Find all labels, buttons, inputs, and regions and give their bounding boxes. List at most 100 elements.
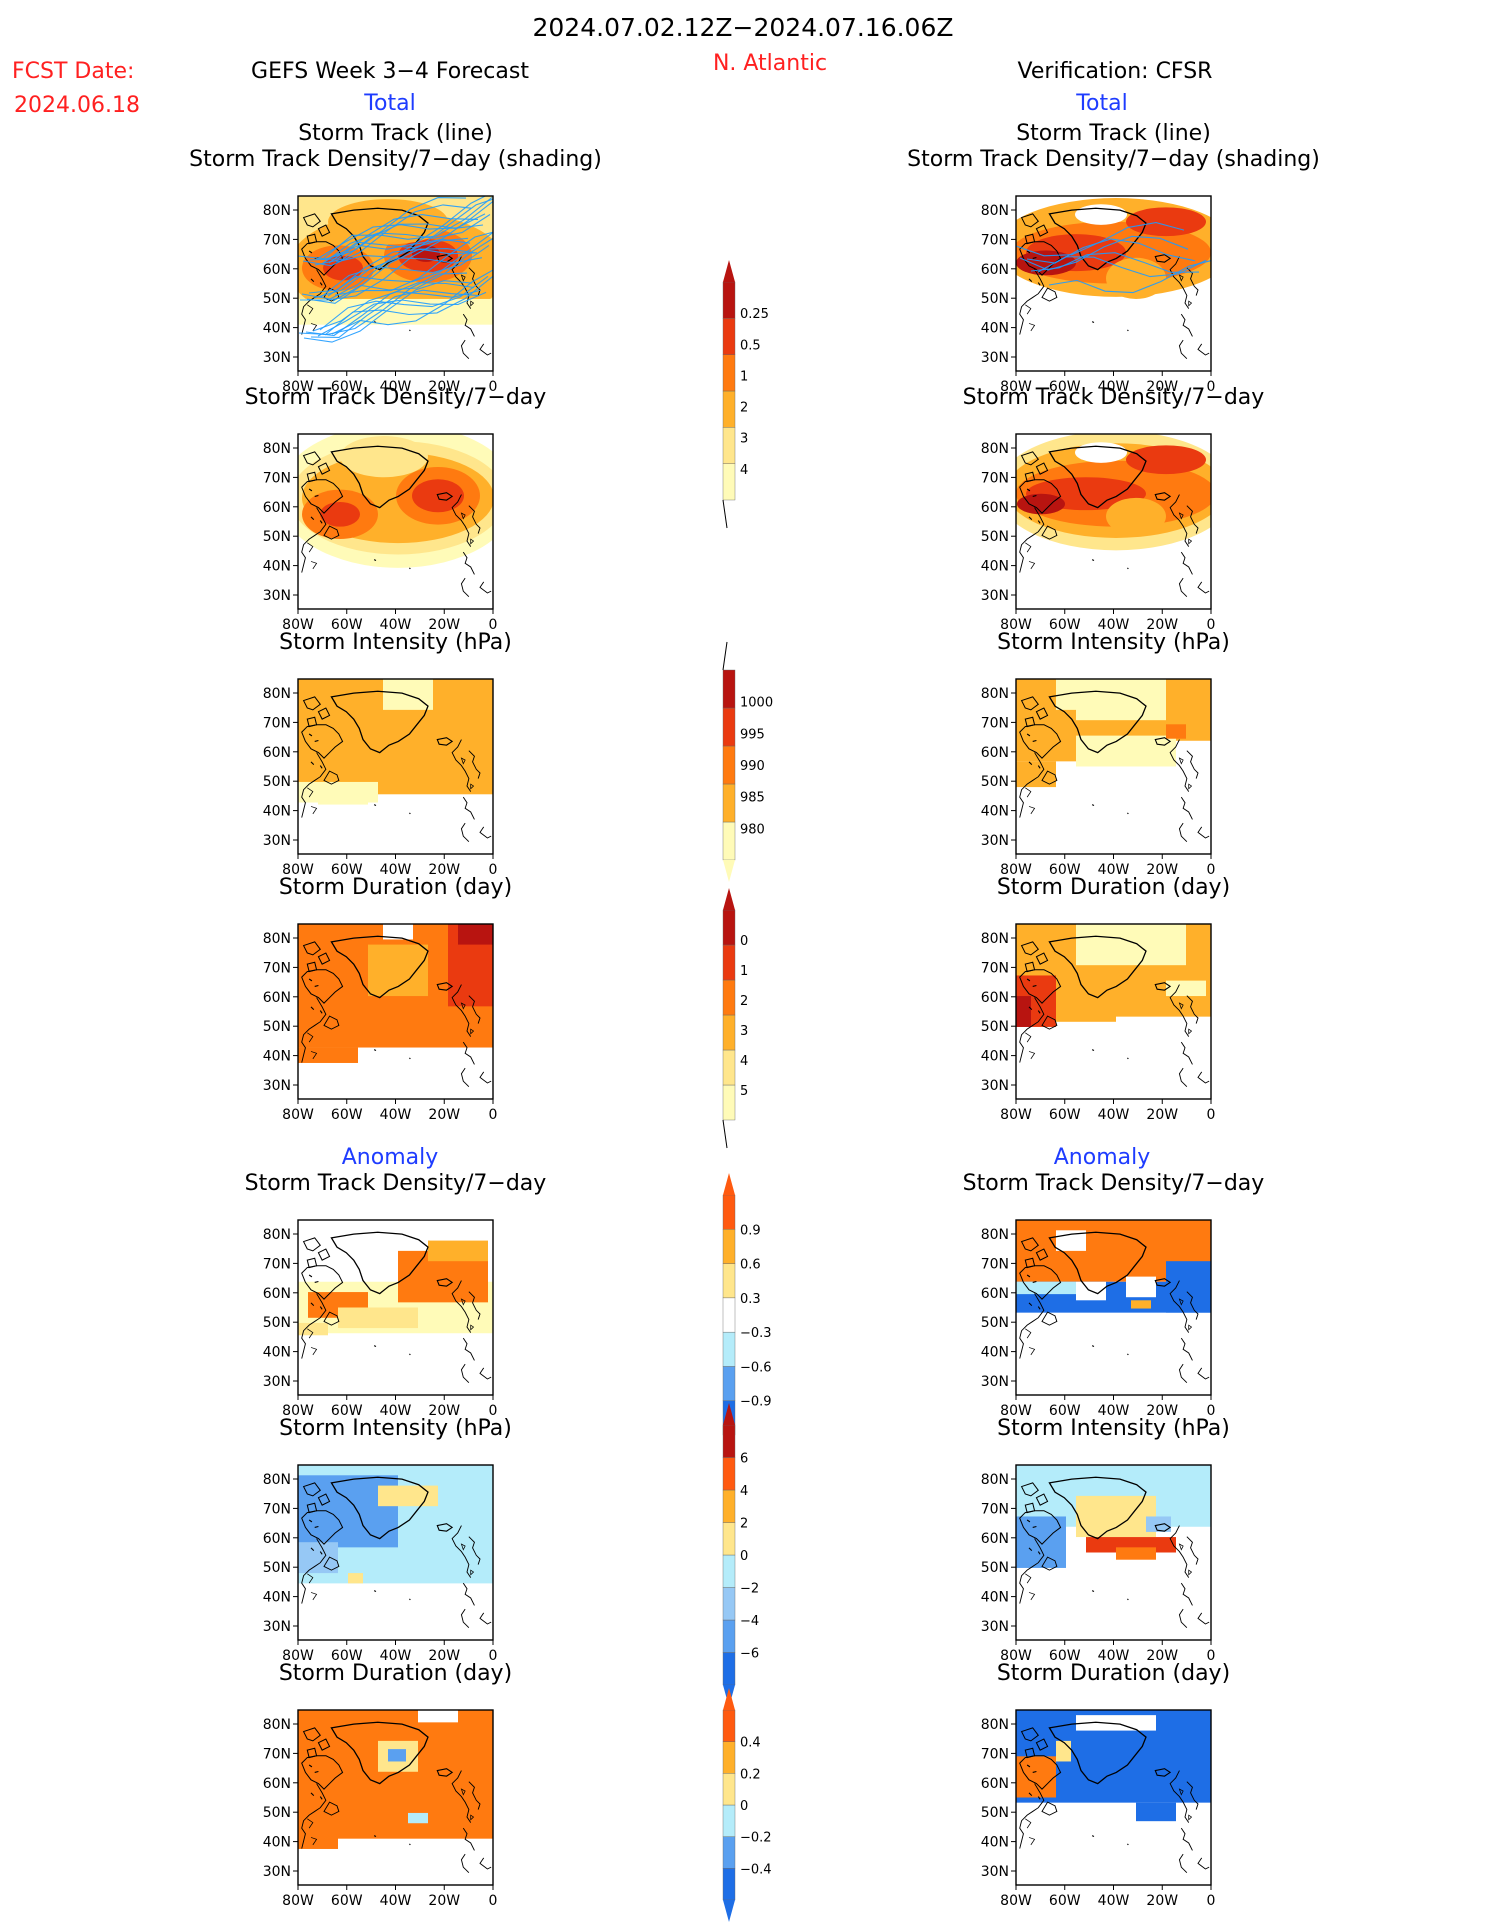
section-total-left: Total: [363, 91, 415, 116]
lat-label: 70N: [263, 1501, 291, 1517]
lat-label: 60N: [263, 745, 291, 761]
lat-label: 30N: [981, 1864, 1009, 1880]
lon-label: 0: [489, 379, 498, 395]
lon-label: 20W: [1146, 1403, 1178, 1419]
panel-duration-gefs: Storm Duration (day) 80N 70N 60N 50N 40N 30N 80…: [263, 875, 512, 1123]
colorbar-tick-label: 0.4: [740, 1736, 761, 1751]
lon-label: 80W: [282, 1648, 314, 1664]
lon-label: 20W: [1146, 379, 1178, 395]
lon-label: 20W: [428, 862, 460, 878]
panel-duration-anom-gefs: Storm Duration (day) 80N 70N 60N 50N 40N 30N 80…: [263, 1661, 512, 1909]
lat-label: 60N: [981, 1531, 1009, 1547]
lon-label: 0: [489, 1403, 498, 1419]
lon-label: 60W: [331, 862, 363, 878]
lat-label: 80N: [981, 1717, 1009, 1733]
lat-label: 30N: [263, 1374, 291, 1390]
lon-label: 20W: [428, 1893, 460, 1909]
lon-label: 20W: [1146, 1107, 1178, 1123]
panel-intensity-gefs: Storm Intensity (hPa) 80N 70N 60N 50N 40N 30N 8…: [263, 630, 512, 878]
lat-label: 30N: [263, 350, 291, 366]
panel-title: Storm Duration (day): [279, 1661, 512, 1686]
lon-label: 0: [1207, 1893, 1216, 1909]
shaded-field: [298, 196, 493, 371]
lat-label: 50N: [263, 291, 291, 307]
section-anomaly-left: Anomaly: [342, 1145, 439, 1170]
lat-label: 50N: [263, 1560, 291, 1576]
lon-label: 40W: [380, 617, 412, 633]
panel-track-gefs: Storm Track (line)Storm Track Density/7−…: [189, 121, 602, 395]
lat-label: 80N: [263, 441, 291, 457]
panel-title: Storm Intensity (hPa): [997, 630, 1230, 655]
lon-label: 40W: [380, 379, 412, 395]
colorbar-tick-label: 3: [740, 1024, 748, 1039]
colorbar-tick-label: −2: [740, 1582, 759, 1597]
lon-label: 60W: [1049, 617, 1081, 633]
lon-label: 40W: [380, 862, 412, 878]
lat-label: 30N: [981, 1619, 1009, 1635]
lat-label: 80N: [263, 686, 291, 702]
lat-label: 70N: [263, 1746, 291, 1762]
lon-label: 40W: [380, 1893, 412, 1909]
panel-title: Storm Track Density/7−day: [963, 385, 1265, 410]
lon-label: 80W: [1000, 1403, 1032, 1419]
colorbar-tick-label: 1000: [740, 696, 773, 711]
colorbar-tick-label: 0: [740, 1799, 748, 1814]
colorbar-tick-label: 1: [740, 369, 748, 384]
lat-label: 80N: [263, 203, 291, 219]
lon-label: 20W: [428, 617, 460, 633]
lat-label: 80N: [981, 686, 1009, 702]
lon-label: 0: [1207, 1648, 1216, 1664]
colorbar-tick-label: 5: [740, 1084, 748, 1099]
colorbar-tick-label: −0.6: [740, 1360, 772, 1375]
lat-label: 40N: [263, 559, 291, 575]
lon-label: 40W: [1098, 617, 1130, 633]
lon-label: 80W: [282, 1403, 314, 1419]
colorbar-tick-label: −0.3: [740, 1326, 772, 1341]
lon-label: 40W: [1098, 1403, 1130, 1419]
period-title: 2024.07.02.12Z−2024.07.16.06Z: [533, 13, 954, 42]
lat-label: 30N: [263, 1864, 291, 1880]
lat-label: 60N: [263, 500, 291, 516]
lon-label: 40W: [380, 1648, 412, 1664]
lat-label: 60N: [263, 1776, 291, 1792]
panel-title: Storm Intensity (hPa): [279, 630, 512, 655]
colorbar-tick-label: 2: [740, 994, 748, 1009]
panel-track-cfsr: Storm Track (line)Storm Track Density/7−…: [907, 121, 1320, 395]
lat-label: 30N: [981, 1374, 1009, 1390]
lon-label: 0: [1207, 1403, 1216, 1419]
lon-label: 60W: [1049, 862, 1081, 878]
lon-label: 80W: [1000, 1648, 1032, 1664]
panel-title: Storm Duration (day): [997, 1661, 1230, 1686]
panel-density-anom-cfsr: Storm Track Density/7−day 80N 70N 60N 50N 40N…: [963, 1171, 1265, 1419]
lat-label: 50N: [263, 1019, 291, 1035]
lat-label: 40N: [981, 804, 1009, 820]
lat-label: 30N: [981, 1078, 1009, 1094]
lat-label: 70N: [263, 715, 291, 731]
lat-label: 60N: [981, 1286, 1009, 1302]
lon-label: 20W: [1146, 1893, 1178, 1909]
lat-label: 70N: [981, 470, 1009, 486]
lat-label: 60N: [981, 990, 1009, 1006]
colorbar-intensity: 1000 995 990 985 980: [722, 641, 773, 882]
lon-label: 80W: [1000, 379, 1032, 395]
lat-label: 50N: [981, 1805, 1009, 1821]
shaded-field: [298, 434, 493, 609]
lat-label: 40N: [263, 1835, 291, 1851]
lat-label: 70N: [263, 1256, 291, 1272]
lat-label: 50N: [263, 1315, 291, 1331]
lat-label: 50N: [981, 1315, 1009, 1331]
panel-density-cfsr: Storm Track Density/7−day 80N 70N 60N 50N 40N…: [963, 385, 1265, 633]
lat-label: 70N: [981, 1746, 1009, 1762]
shaded-field: [298, 1465, 493, 1640]
colorbar-tick-label: 0: [740, 1549, 748, 1564]
lat-label: 30N: [981, 833, 1009, 849]
panel-density-anom-gefs: Storm Track Density/7−day 80N 70N 60N 50N 40N…: [245, 1171, 547, 1419]
lon-label: 20W: [1146, 1648, 1178, 1664]
colorbar-tick-label: 0.2: [740, 1767, 761, 1782]
shaded-field: [298, 679, 493, 854]
lon-label: 60W: [1049, 1403, 1081, 1419]
section-anomaly-right: Anomaly: [1054, 1145, 1151, 1170]
fcst-date-value: 2024.06.18: [14, 93, 140, 118]
panel-duration-cfsr: Storm Duration (day) 80N 70N 60N 50N 40N 30N 80…: [981, 875, 1230, 1123]
colorbar-tick-label: 0: [740, 934, 748, 949]
